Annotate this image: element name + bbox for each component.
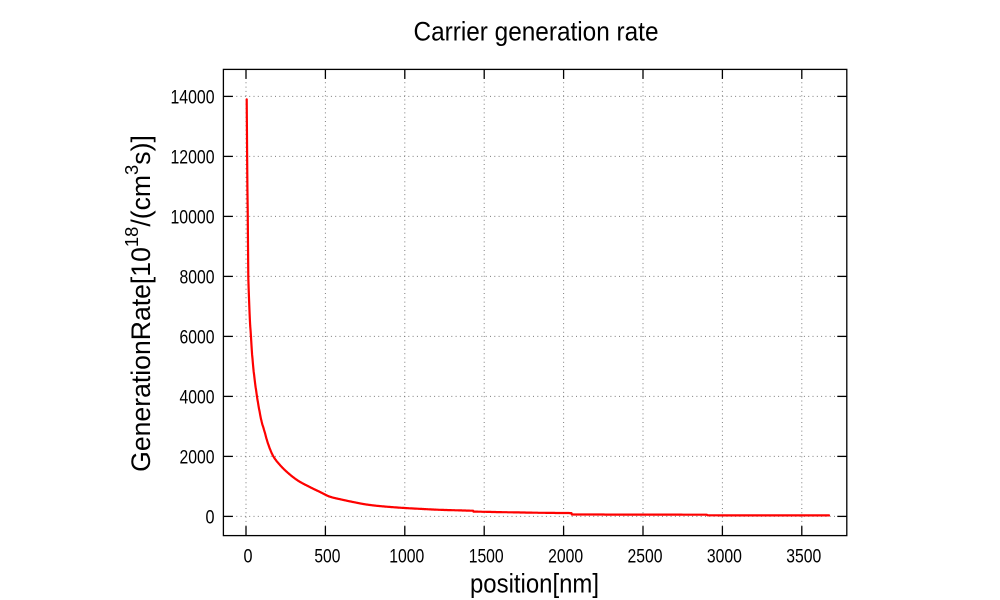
svg-text:6000: 6000 [180,326,215,348]
svg-text:10000: 10000 [171,206,215,228]
svg-text:500: 500 [314,546,340,568]
svg-text:14000: 14000 [171,86,215,108]
svg-text:GenerationRate[1018/(cm3s)]: GenerationRate[1018/(cm3s)] [121,135,156,472]
svg-text:3000: 3000 [707,546,742,568]
svg-text:1000: 1000 [389,546,424,568]
svg-text:4000: 4000 [180,386,215,408]
svg-text:0: 0 [244,546,253,568]
svg-text:2500: 2500 [628,546,663,568]
svg-text:1500: 1500 [469,546,504,568]
svg-text:2000: 2000 [180,446,215,468]
svg-text:2000: 2000 [548,546,583,568]
svg-text:8000: 8000 [180,266,215,288]
svg-text:12000: 12000 [171,146,215,168]
svg-text:Carrier generation rate: Carrier generation rate [414,17,659,47]
svg-text:position[nm]: position[nm] [470,569,599,599]
svg-text:0: 0 [206,506,215,528]
svg-text:3500: 3500 [786,546,821,568]
